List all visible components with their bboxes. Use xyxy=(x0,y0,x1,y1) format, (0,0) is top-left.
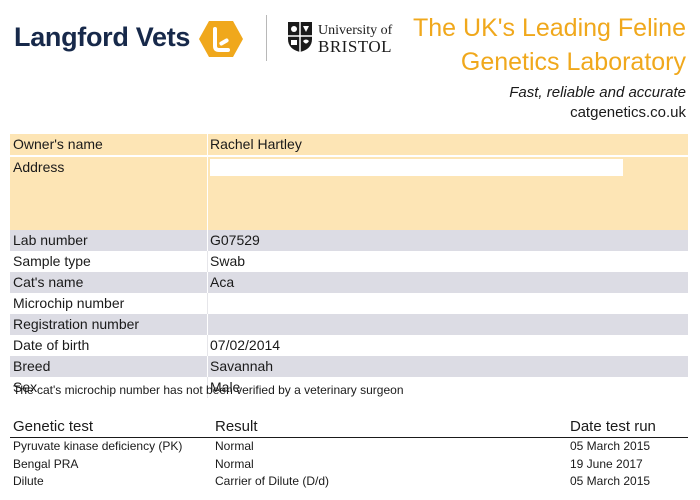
results-header-row: Genetic test Result Date test run xyxy=(10,418,688,438)
sample-type-label: Sample type xyxy=(13,253,91,269)
website-link[interactable]: catgenetics.co.uk xyxy=(570,104,686,121)
cat-name-row: Cat's name Aca xyxy=(10,272,688,293)
sex-row: Sex Male xyxy=(10,377,688,398)
table-row: Bengal PRA Normal 19 June 2017 xyxy=(10,456,688,474)
registration-row: Registration number xyxy=(10,314,688,335)
dob-row: Date of birth 07/02/2014 xyxy=(10,335,688,356)
test-name: Dilute xyxy=(13,474,44,488)
dob-label: Date of birth xyxy=(13,337,90,353)
test-result: Normal xyxy=(215,456,254,471)
owner-label: Owner's name xyxy=(13,136,103,152)
header-date-test-run: Date test run xyxy=(570,418,656,435)
breed-row: Breed Savannah xyxy=(10,356,688,377)
test-date: 05 March 2015 xyxy=(570,474,651,488)
sample-type-value: Swab xyxy=(207,251,688,272)
cat-name-label: Cat's name xyxy=(13,274,84,290)
owner-value: Rachel Hartley xyxy=(207,134,688,155)
test-date: 19 June 2017 xyxy=(570,456,643,471)
header-genetic-test: Genetic test xyxy=(13,418,94,435)
microchip-note: The cat's microchip number has not been … xyxy=(13,383,404,397)
breed-value: Savannah xyxy=(207,356,688,377)
sample-type-row: Sample type Swab xyxy=(10,251,688,272)
header-result: Result xyxy=(215,418,258,435)
test-result: Normal xyxy=(215,439,254,453)
cat-name-value: Aca xyxy=(207,272,688,293)
microchip-value xyxy=(207,293,688,314)
microchip-label: Microchip number xyxy=(13,295,125,311)
sex-label: Sex xyxy=(13,379,38,395)
lab-number-row: Lab number G07529 xyxy=(10,230,688,251)
header-divider xyxy=(266,15,267,61)
table-row: Dilute Carrier of Dilute (D/d) 05 March … xyxy=(10,473,688,491)
test-name: Bengal PRA xyxy=(13,456,79,471)
university-label: University of xyxy=(318,23,393,38)
sex-value: Male xyxy=(207,377,688,398)
page-title-line1: The UK's Leading Feline xyxy=(413,14,686,42)
lab-number-value: G07529 xyxy=(207,230,688,251)
dob-value: 07/02/2014 xyxy=(207,335,688,356)
cat-details-table: Owner's name Rachel Hartley Address Lab … xyxy=(10,134,688,398)
address-row: Address xyxy=(10,157,688,230)
owner-row: Owner's name Rachel Hartley xyxy=(10,134,688,155)
table-row: Pyruvate kinase deficiency (PK) Normal 0… xyxy=(10,438,688,456)
test-result: Carrier of Dilute (D/d) xyxy=(215,474,330,488)
test-date: 05 March 2015 xyxy=(570,439,651,453)
tagline: Fast, reliable and accurate xyxy=(509,84,686,101)
address-value xyxy=(207,157,688,230)
langford-badge-icon xyxy=(199,21,243,57)
page-title-line2: Genetics Laboratory xyxy=(460,48,686,76)
lab-number-label: Lab number xyxy=(13,232,88,248)
langford-vets-logo-text: Langford Vets xyxy=(14,22,191,52)
registration-value xyxy=(207,314,688,335)
test-name: Pyruvate kinase deficiency (PK) xyxy=(13,439,183,453)
breed-label: Breed xyxy=(13,358,51,374)
university-name: BRISTOL xyxy=(318,37,393,56)
address-redacted-box xyxy=(210,159,623,176)
registration-label: Registration number xyxy=(13,316,140,332)
bristol-crest-icon xyxy=(288,22,312,52)
address-label: Address xyxy=(13,159,65,175)
microchip-row: Microchip number xyxy=(10,293,688,314)
results-table: Genetic test Result Date test run Pyruva… xyxy=(10,418,688,491)
